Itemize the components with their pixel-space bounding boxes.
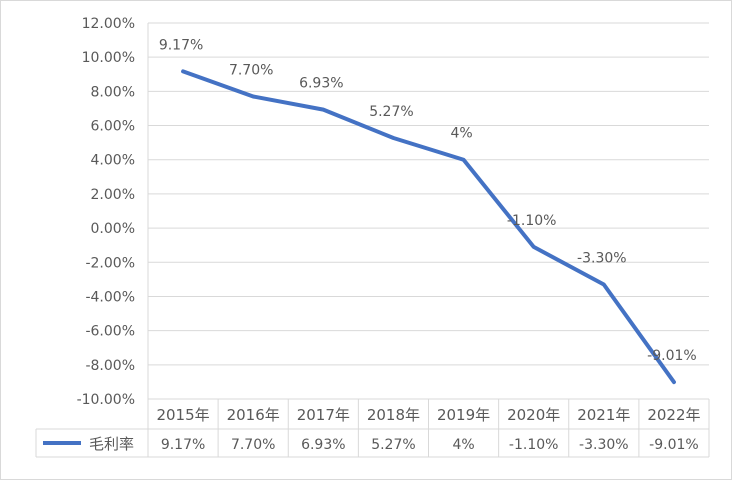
y-tick-label: 6.00% bbox=[91, 119, 135, 135]
y-tick-label: 8.00% bbox=[91, 84, 135, 100]
table-value: 4% bbox=[452, 437, 474, 453]
x-tick-label: 2020年 bbox=[507, 406, 560, 424]
y-tick-label: -10.00% bbox=[77, 392, 135, 408]
y-tick-label: 10.00% bbox=[82, 50, 135, 66]
table-value: 7.70% bbox=[231, 437, 275, 453]
legend-label: 毛利率 bbox=[89, 435, 134, 453]
y-tick-label: -2.00% bbox=[85, 255, 135, 271]
data-label: 6.93% bbox=[299, 76, 343, 92]
x-tick-label: 2018年 bbox=[367, 406, 420, 424]
table-value: -9.01% bbox=[649, 437, 699, 453]
x-tick-label: 2016年 bbox=[227, 406, 280, 424]
y-tick-label: 12.00% bbox=[82, 16, 135, 32]
y-tick-label: 0.00% bbox=[91, 221, 135, 237]
y-tick-label: -4.00% bbox=[85, 289, 135, 305]
data-label: -9.01% bbox=[647, 348, 697, 364]
table-value: 6.93% bbox=[301, 437, 345, 453]
table-value: -3.30% bbox=[579, 437, 629, 453]
data-label: 4% bbox=[450, 126, 472, 142]
y-tick-label: 4.00% bbox=[91, 153, 135, 169]
y-tick-label: -8.00% bbox=[85, 358, 135, 374]
table-value: 5.27% bbox=[371, 437, 415, 453]
y-tick-label: -6.00% bbox=[85, 324, 135, 340]
table-value: 9.17% bbox=[161, 437, 205, 453]
data-label: 9.17% bbox=[159, 37, 203, 53]
x-tick-label: 2017年 bbox=[297, 406, 350, 424]
x-tick-label: 2019年 bbox=[437, 406, 490, 424]
x-tick-label: 2015年 bbox=[156, 406, 209, 424]
table-value: -1.10% bbox=[509, 437, 559, 453]
series-line bbox=[181, 69, 676, 385]
x-tick-label: 2021年 bbox=[577, 406, 630, 424]
data-label: -1.10% bbox=[507, 213, 557, 229]
x-tick-label: 2022年 bbox=[647, 406, 700, 424]
data-label: 5.27% bbox=[369, 104, 413, 120]
data-label: -3.30% bbox=[577, 250, 627, 266]
data-label: 7.70% bbox=[229, 62, 273, 78]
y-tick-label: 2.00% bbox=[91, 187, 135, 203]
